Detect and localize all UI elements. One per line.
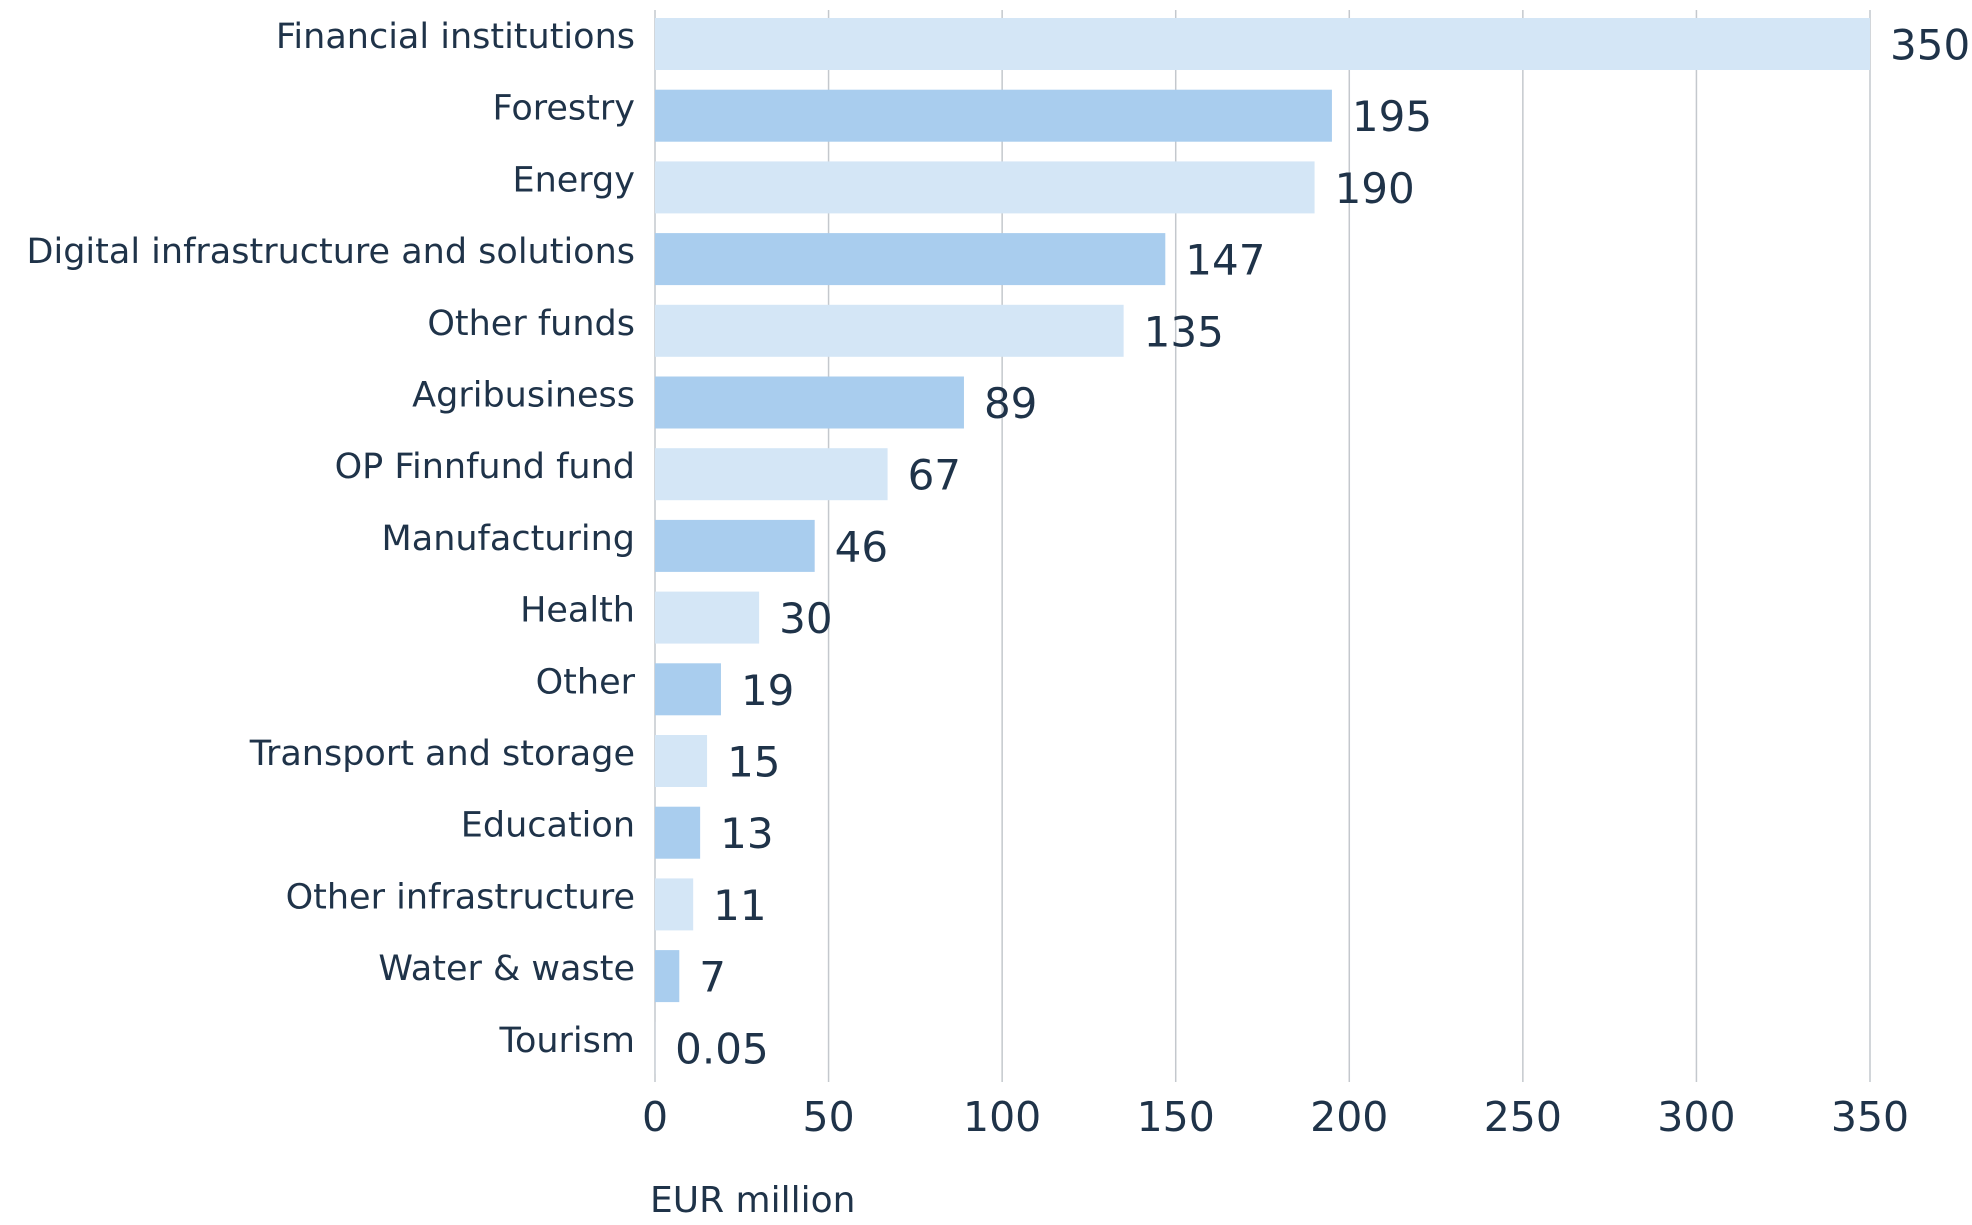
bar xyxy=(655,448,888,501)
value-label: 67 xyxy=(908,451,961,500)
bar xyxy=(655,950,680,1003)
value-label: 13 xyxy=(720,809,773,858)
category-label: Financial institutions xyxy=(276,17,635,57)
bar xyxy=(655,376,964,429)
category-label: Energy xyxy=(512,160,635,200)
category-label: OP Finnfund fund xyxy=(335,447,635,487)
x-tick-label: 350 xyxy=(1831,1093,1909,1141)
bar xyxy=(655,591,760,644)
x-tick-label: 200 xyxy=(1310,1093,1388,1141)
value-label: 15 xyxy=(727,738,780,787)
bar xyxy=(655,233,1166,286)
value-label: 195 xyxy=(1352,92,1432,141)
category-label: Agribusiness xyxy=(412,376,635,416)
bar xyxy=(655,735,708,787)
value-label: 135 xyxy=(1144,307,1224,356)
x-tick-label: 150 xyxy=(1137,1093,1215,1141)
value-label: 30 xyxy=(779,594,832,643)
bar xyxy=(655,519,815,572)
x-tick-label: 50 xyxy=(802,1093,854,1141)
value-label: 147 xyxy=(1185,236,1265,285)
category-label: Manufacturing xyxy=(382,519,635,559)
x-tick-label: 0 xyxy=(642,1093,668,1141)
x-axis-title: EUR million xyxy=(650,1180,855,1221)
category-label: Health xyxy=(520,591,635,631)
bar xyxy=(655,161,1315,214)
value-label: 11 xyxy=(713,881,766,930)
bar xyxy=(655,806,701,859)
category-label: Transport and storage xyxy=(249,734,635,774)
value-label: 19 xyxy=(741,666,794,715)
bar xyxy=(655,18,1870,70)
value-label: 89 xyxy=(984,379,1037,428)
category-label: Water & waste xyxy=(378,949,635,989)
category-label: Education xyxy=(461,806,635,846)
value-label: 350 xyxy=(1890,21,1970,70)
x-tick-label: 100 xyxy=(963,1093,1041,1141)
value-label: 7 xyxy=(699,953,726,1002)
bar xyxy=(655,878,694,931)
category-label: Other xyxy=(536,662,636,702)
value-label: 190 xyxy=(1335,164,1415,213)
category-label: Tourism xyxy=(499,1021,635,1061)
bar xyxy=(655,89,1332,142)
x-tick-label: 300 xyxy=(1657,1093,1735,1141)
category-label: Digital infrastructure and solutions xyxy=(27,232,635,272)
category-label: Other funds xyxy=(427,304,635,344)
bar xyxy=(655,304,1124,357)
category-label: Forestry xyxy=(492,89,635,129)
value-label: 0.05 xyxy=(675,1024,769,1073)
bar xyxy=(655,663,721,716)
category-label: Other infrastructure xyxy=(286,877,635,917)
x-tick-label: 250 xyxy=(1484,1093,1562,1141)
value-label: 46 xyxy=(835,522,888,571)
